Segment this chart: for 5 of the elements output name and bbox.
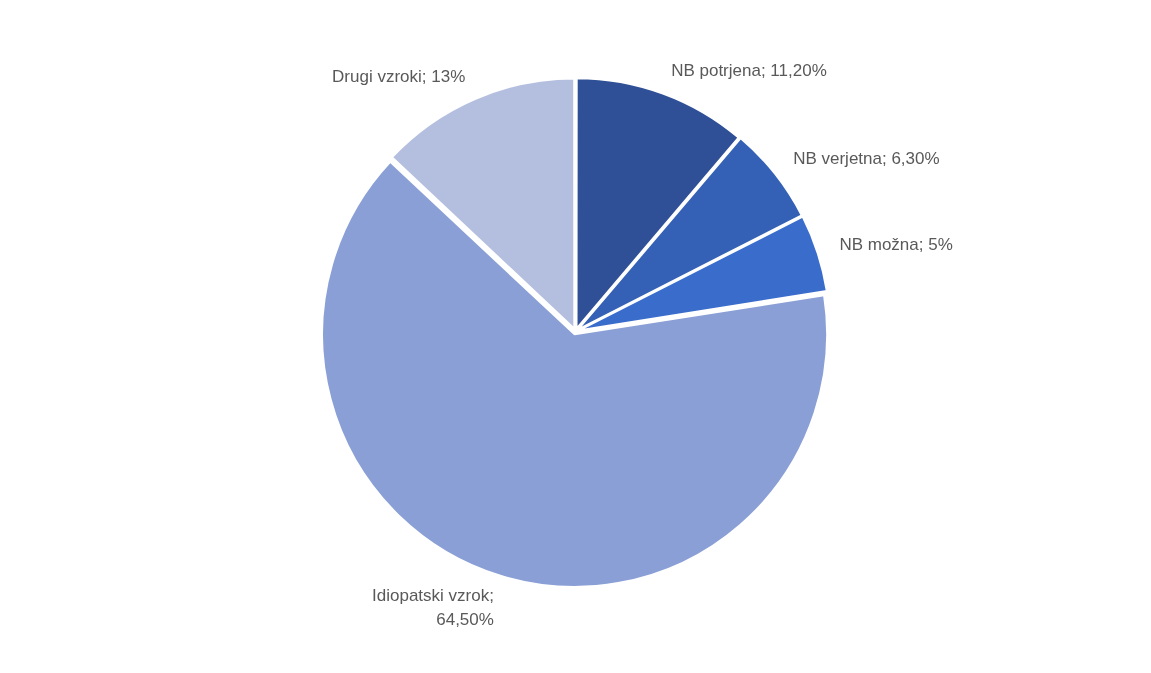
slice-label: NB potrjena; 11,20% xyxy=(671,60,827,80)
slice-label: Drugi vzroki; 13% xyxy=(332,66,466,86)
slice-label: NB verjetna; 6,30% xyxy=(793,149,940,169)
slice-label: Idiopatski vzrok; 64,50% xyxy=(372,586,494,630)
slice-label: NB možna; 5% xyxy=(839,235,953,255)
